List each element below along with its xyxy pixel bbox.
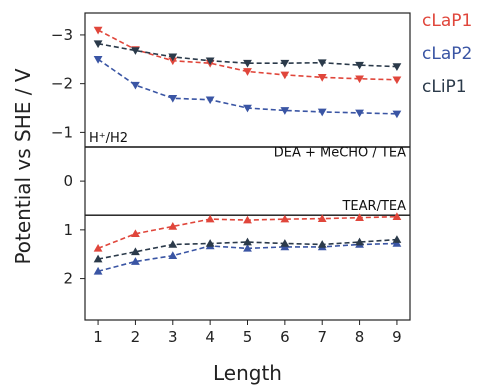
legend-entry-cLiP1: cLiP1 [422, 77, 467, 97]
data-point [280, 59, 290, 68]
annotations: H⁺/H2 TEAR/TEA DEA + MeCHO / TEA [89, 131, 406, 214]
data-point [205, 214, 215, 223]
reference-lines [85, 146, 410, 216]
y-tick-label: 0 [63, 172, 73, 190]
data-point [355, 109, 364, 118]
plot-frame [84, 12, 411, 321]
data-point [243, 215, 252, 224]
legend-entry-cLaP1: cLaP1 [422, 11, 472, 31]
axis-ticks: 1 2 3 4 5 6 7 8 9 −3 −2 −1 0 1 2 [51, 26, 402, 346]
data-point [392, 235, 402, 243]
data-point [93, 26, 103, 35]
x-tick-label: 3 [168, 328, 178, 346]
legend-entry-cLaP2: cLaP2 [422, 44, 472, 64]
data-point [280, 239, 290, 247]
series-cLaP2 [93, 55, 402, 275]
data-point [243, 59, 252, 68]
data-point [355, 61, 364, 70]
data-point [131, 47, 140, 55]
data-point [317, 214, 327, 222]
annotation-label: DEA + MeCHO / TEA [274, 145, 406, 160]
series-layer [93, 26, 402, 275]
y-tick-label: −2 [51, 75, 73, 93]
data-point [205, 96, 215, 105]
data-point [93, 40, 103, 49]
data-point [280, 71, 290, 80]
data-point [168, 251, 178, 259]
x-tick-label: 1 [93, 328, 103, 346]
data-point [205, 57, 215, 66]
data-point [93, 55, 103, 64]
data-point [131, 81, 140, 90]
data-point [168, 222, 178, 230]
x-tick-label: 6 [280, 328, 290, 346]
data-point [317, 240, 327, 248]
x-axis-label: Length [213, 361, 282, 385]
data-point [392, 63, 402, 72]
data-point [243, 104, 252, 113]
data-point [93, 243, 103, 252]
data-point [355, 213, 364, 221]
y-tick-label: 2 [63, 270, 73, 288]
data-point [392, 212, 402, 220]
data-point [205, 239, 215, 247]
y-tick-label: −1 [51, 123, 73, 141]
x-tick-label: 4 [205, 328, 215, 346]
data-point [131, 247, 140, 256]
data-point [243, 243, 252, 252]
data-point [280, 107, 290, 115]
data-point [317, 74, 327, 82]
data-point [355, 75, 364, 84]
data-point [392, 239, 402, 247]
reference-line-label: TEAR/TEA [341, 199, 406, 214]
series-line-reduction [97, 42, 397, 68]
data-point [93, 266, 103, 275]
x-tick-label: 8 [355, 328, 365, 346]
data-point [392, 110, 402, 119]
data-point [317, 108, 327, 117]
data-point [168, 94, 178, 103]
series-cLiP1 [93, 40, 402, 263]
x-tick-label: 7 [317, 328, 327, 346]
data-point [243, 68, 252, 76]
data-point [168, 240, 178, 248]
data-point [317, 59, 327, 68]
x-tick-label: 2 [131, 328, 141, 346]
reference-line-label: H⁺/H2 [89, 131, 128, 146]
legend: cLaP1 cLaP2 cLiP1 [422, 11, 472, 97]
data-point [392, 76, 402, 85]
y-tick-label: 1 [63, 221, 73, 239]
data-point [131, 257, 140, 265]
data-point [280, 214, 290, 223]
data-point [355, 237, 364, 246]
data-point [131, 229, 140, 238]
x-tick-label: 5 [243, 328, 253, 346]
series-cLaP1 [93, 26, 402, 252]
data-point [168, 53, 178, 62]
data-point [93, 254, 103, 263]
y-tick-label: −3 [51, 26, 73, 44]
data-point [243, 237, 252, 246]
y-axis-label: Potential vs SHE / V [11, 68, 35, 264]
series-line-oxidation [97, 238, 397, 260]
x-tick-label: 9 [392, 328, 402, 346]
data-point [168, 57, 178, 66]
